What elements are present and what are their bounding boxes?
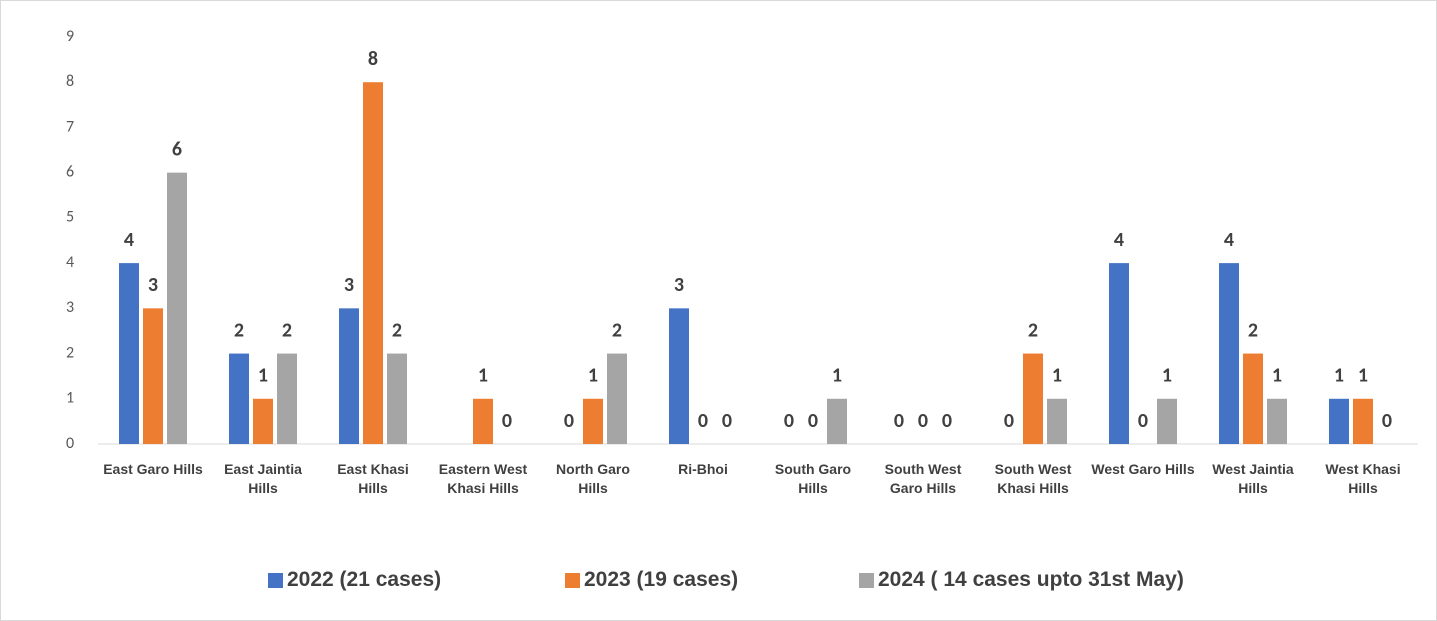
data-label: 1 bbox=[588, 364, 598, 388]
data-label: 1 bbox=[258, 364, 268, 388]
data-label: 2 bbox=[1248, 318, 1258, 342]
y-tick-label: 2 bbox=[66, 343, 74, 362]
data-label: 4 bbox=[1224, 228, 1234, 252]
bar bbox=[607, 353, 627, 444]
y-tick-label: 8 bbox=[66, 72, 74, 91]
data-label: 6 bbox=[172, 138, 182, 162]
bar bbox=[253, 398, 273, 444]
data-label: 2 bbox=[612, 318, 622, 342]
data-label: 4 bbox=[1114, 228, 1124, 252]
x-tick-label: Eastern West Khasi Hills bbox=[438, 461, 528, 496]
bar bbox=[119, 263, 139, 444]
bar bbox=[1329, 398, 1349, 444]
x-tick-label: West Garo Hills bbox=[1091, 461, 1195, 477]
bar bbox=[277, 353, 297, 444]
legend-item: 2024 ( 14 cases upto 31st May) bbox=[859, 568, 1184, 592]
data-label: 2 bbox=[234, 318, 244, 342]
legend-swatch bbox=[268, 572, 283, 588]
y-tick-label: 1 bbox=[66, 389, 74, 408]
legend-item: 2022 (21 cases) bbox=[268, 568, 441, 592]
x-tick-label: East Khasi Hills bbox=[337, 461, 409, 496]
y-tick-label: 9 bbox=[66, 27, 74, 46]
legend-label: 2024 ( 14 cases upto 31st May) bbox=[878, 568, 1184, 591]
data-label: 2 bbox=[392, 318, 402, 342]
data-label: 0 bbox=[808, 409, 818, 433]
bar bbox=[167, 172, 187, 444]
data-label: 1 bbox=[1052, 364, 1062, 388]
x-tick-label: Ri-Bhoi bbox=[678, 461, 728, 477]
bar bbox=[387, 353, 407, 444]
x-tick-label: South Garo Hills bbox=[774, 461, 852, 496]
y-tick-label: 5 bbox=[66, 208, 74, 227]
bar bbox=[1267, 398, 1287, 444]
data-label: 3 bbox=[148, 273, 158, 297]
data-label: 1 bbox=[1162, 364, 1172, 388]
bar bbox=[1047, 398, 1067, 444]
legend-item: 2023 (19 cases) bbox=[565, 568, 738, 592]
x-tick-label: East Garo Hills bbox=[103, 461, 203, 477]
data-label: 0 bbox=[502, 409, 512, 433]
data-label: 1 bbox=[1358, 364, 1368, 388]
bar bbox=[143, 308, 163, 444]
bar bbox=[1243, 353, 1263, 444]
data-label: 0 bbox=[722, 409, 732, 433]
legend-label: 2023 (19 cases) bbox=[584, 568, 739, 591]
y-tick-label: 7 bbox=[66, 117, 74, 136]
data-label: 0 bbox=[1382, 409, 1392, 433]
bar bbox=[1023, 353, 1043, 444]
y-tick-label: 0 bbox=[66, 434, 74, 453]
x-tick-label: South West Garo Hills bbox=[884, 461, 962, 496]
x-tick-label: West Jaintia Hills bbox=[1212, 461, 1294, 496]
data-label: 8 bbox=[368, 47, 378, 71]
data-label: 0 bbox=[564, 409, 574, 433]
bar bbox=[339, 308, 359, 444]
x-tick-label: North Garo Hills bbox=[556, 461, 630, 496]
data-label: 1 bbox=[478, 364, 488, 388]
x-tick-label: East Jaintia Hills bbox=[224, 461, 302, 496]
data-label: 3 bbox=[674, 273, 684, 297]
data-label: 1 bbox=[1334, 364, 1344, 388]
legend-label: 2022 (21 cases) bbox=[287, 568, 442, 591]
bar bbox=[473, 398, 493, 444]
bar bbox=[1353, 398, 1373, 444]
bar bbox=[1109, 263, 1129, 444]
data-label: 0 bbox=[1138, 409, 1148, 433]
x-tick-label: West Khasi Hills bbox=[1325, 461, 1401, 496]
bar bbox=[229, 353, 249, 444]
data-label: 0 bbox=[942, 409, 952, 433]
data-label: 0 bbox=[698, 409, 708, 433]
data-label: 0 bbox=[1004, 409, 1014, 433]
data-label: 0 bbox=[918, 409, 928, 433]
data-label: 0 bbox=[784, 409, 794, 433]
y-tick-label: 6 bbox=[66, 162, 74, 181]
bar bbox=[827, 398, 847, 444]
bar bbox=[363, 82, 383, 444]
data-label: 4 bbox=[124, 228, 134, 252]
data-label: 1 bbox=[832, 364, 842, 388]
legend-swatch bbox=[859, 572, 874, 588]
y-tick-label: 3 bbox=[66, 298, 74, 317]
legend-swatch bbox=[565, 572, 580, 588]
bar bbox=[669, 308, 689, 444]
bar bbox=[1219, 263, 1239, 444]
data-label: 2 bbox=[1028, 318, 1038, 342]
data-label: 2 bbox=[282, 318, 292, 342]
bar bbox=[1157, 398, 1177, 444]
bar bbox=[583, 398, 603, 444]
data-label: 1 bbox=[1272, 364, 1282, 388]
x-tick-label: South West Khasi Hills bbox=[994, 461, 1072, 496]
data-label: 0 bbox=[894, 409, 904, 433]
data-label: 3 bbox=[344, 273, 354, 297]
y-tick-label: 4 bbox=[66, 253, 74, 272]
